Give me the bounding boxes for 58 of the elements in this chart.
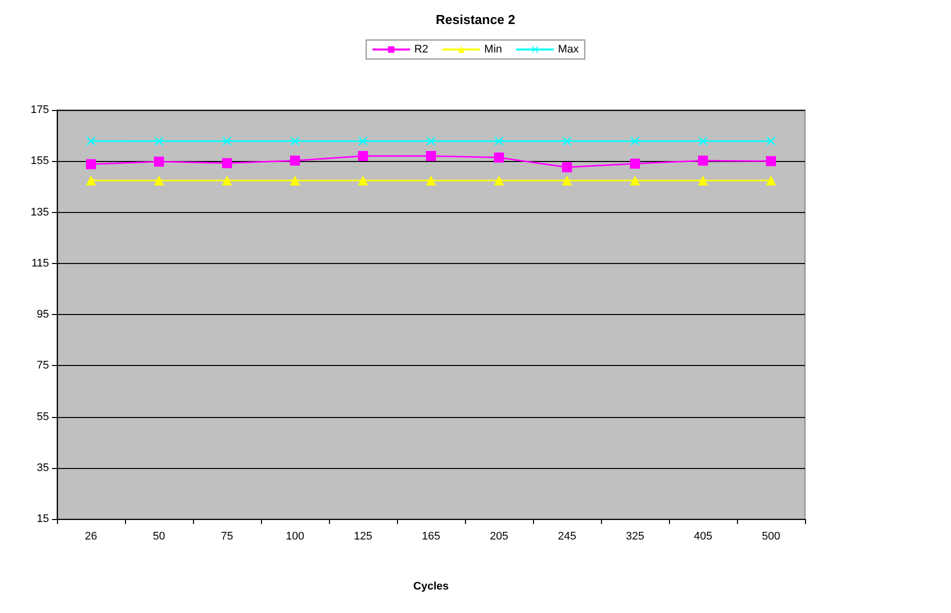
point — [290, 136, 300, 146]
legend-label: R2 — [414, 44, 428, 56]
y-tick-label: 115 — [31, 257, 49, 270]
point — [766, 136, 776, 146]
y-tick-label: 135 — [30, 206, 49, 218]
point — [154, 156, 164, 167]
x-tick-label: 50 — [152, 530, 166, 542]
x-tick-label: 165 — [422, 530, 440, 542]
y-tick-label: 75 — [36, 360, 49, 372]
point — [562, 176, 572, 186]
point — [630, 158, 640, 169]
point — [766, 156, 776, 166]
y-tick-label: 95 — [36, 308, 49, 320]
point — [698, 176, 708, 186]
point — [358, 176, 368, 186]
y-tick-label: 55 — [36, 410, 49, 423]
x-tick-label: 245 — [558, 530, 576, 542]
point — [222, 176, 232, 186]
point — [358, 151, 368, 162]
point — [290, 176, 300, 186]
point — [426, 176, 436, 186]
point — [86, 159, 96, 170]
point — [222, 136, 232, 146]
point — [426, 151, 436, 162]
point — [358, 136, 368, 146]
point — [494, 136, 504, 146]
x-tick-label: 205 — [490, 530, 508, 542]
point — [86, 176, 96, 186]
point — [698, 136, 708, 146]
point — [630, 136, 640, 146]
point — [494, 152, 504, 163]
point — [222, 158, 232, 168]
chart-title: Resistance 2 — [436, 12, 516, 27]
point — [766, 176, 776, 186]
x-tick-label: 325 — [626, 530, 644, 542]
point — [426, 136, 436, 146]
x-axis-title: Cycles — [413, 580, 449, 592]
y-tick-label: 175 — [30, 104, 49, 116]
point — [562, 162, 572, 172]
point — [86, 136, 96, 146]
point — [630, 176, 640, 186]
point — [494, 176, 504, 186]
legend-label: Min — [484, 44, 502, 56]
x-tick-label: 26 — [84, 530, 98, 542]
point — [154, 176, 164, 186]
x-tick-label: 75 — [220, 530, 234, 542]
point — [290, 156, 300, 166]
y-tick-label: 155 — [30, 155, 49, 168]
y-tick-label: 35 — [36, 462, 49, 474]
y-tick-label: 15 — [36, 513, 49, 525]
point — [562, 136, 572, 146]
x-tick-label: 405 — [694, 530, 712, 542]
x-tick-label: 500 — [762, 530, 780, 542]
point — [698, 156, 708, 166]
point — [154, 136, 164, 146]
legend-label: Max — [558, 44, 580, 56]
x-tick-label: 100 — [286, 530, 304, 542]
x-tick-label: 125 — [354, 530, 372, 542]
